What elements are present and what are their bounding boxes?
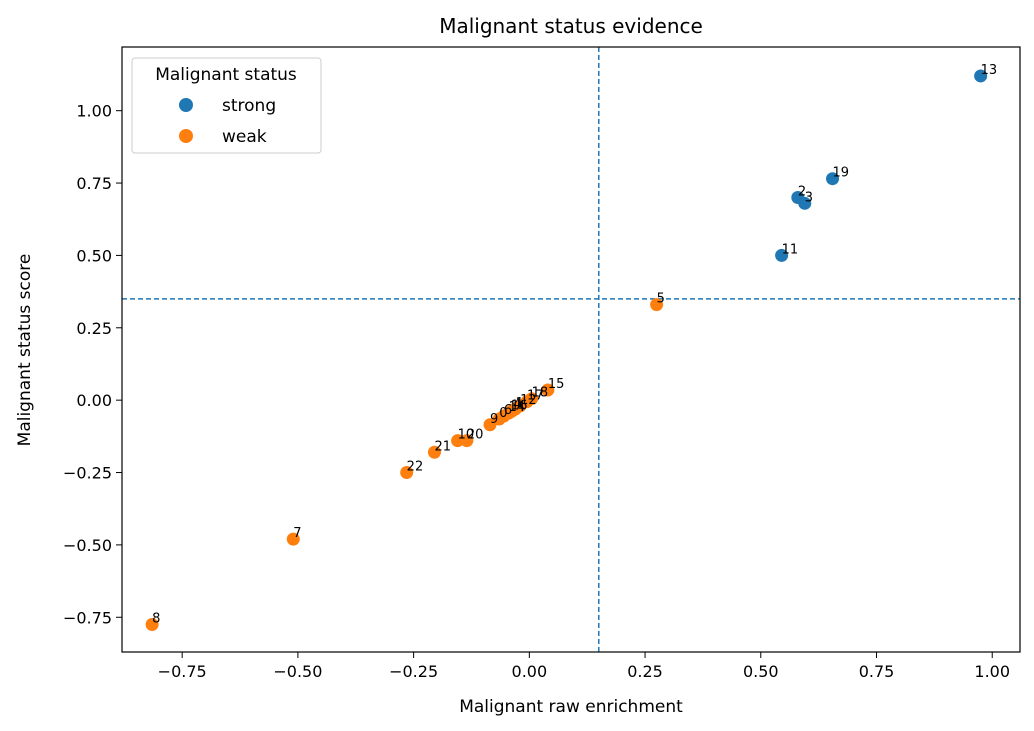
- point-weak-15: [541, 383, 555, 397]
- y-tick-label: 1.00: [76, 102, 112, 121]
- point-label-8: 8: [152, 612, 160, 627]
- point-strong-19: [826, 172, 840, 186]
- point-label-4: 4: [513, 397, 521, 412]
- x-tick-label: 0.50: [743, 662, 779, 681]
- point-label-12: 12: [520, 393, 537, 408]
- legend-marker-weak: [179, 129, 193, 143]
- y-tick-label: 0.00: [76, 391, 112, 410]
- legend-title: Malignant status: [155, 65, 297, 85]
- point-weak-10: [451, 434, 465, 448]
- point-label-18: 18: [532, 386, 549, 401]
- point-label-13: 13: [981, 63, 998, 78]
- point-weak-7: [286, 532, 300, 546]
- point-label-11: 11: [782, 242, 799, 257]
- point-label-15: 15: [548, 377, 565, 392]
- point-label-6: 6: [504, 403, 512, 418]
- point-label-19: 19: [833, 166, 850, 181]
- point-strong-13: [974, 69, 988, 83]
- legend: Malignant status strong weak: [131, 57, 322, 154]
- legend-marker-strong: [179, 98, 193, 112]
- x-tick-label: 1.00: [974, 662, 1010, 681]
- legend-label-weak: weak: [222, 127, 267, 147]
- point-label-1: 1: [515, 396, 523, 411]
- point-label-9: 9: [490, 412, 498, 427]
- legend-frame: [131, 57, 322, 154]
- point-label-10: 10: [458, 428, 475, 443]
- point-label-17: 17: [527, 389, 544, 404]
- point-label-16: 16: [511, 399, 528, 414]
- y-tick-label: 0.50: [76, 246, 112, 265]
- point-weak-21: [427, 445, 441, 459]
- point-label-7: 7: [293, 526, 301, 541]
- point-label-0: 0: [499, 406, 507, 421]
- point-weak-5: [650, 298, 664, 312]
- plot-frame: [121, 46, 1021, 653]
- x-tick-label: −0.75: [158, 662, 207, 681]
- point-label-5: 5: [657, 292, 665, 307]
- x-tick-label: 0.25: [627, 662, 663, 681]
- x-tick-label: −0.25: [389, 662, 438, 681]
- point-label-21: 21: [434, 439, 451, 454]
- point-weak-22: [400, 466, 414, 480]
- point-weak-0: [492, 412, 506, 426]
- point-weak-8: [145, 618, 159, 631]
- point-weak-20: [460, 434, 474, 448]
- y-axis-label: Malignant status score: [15, 254, 35, 447]
- x-tick-label: 0.75: [859, 662, 895, 681]
- y-tick-label: 0.25: [76, 319, 112, 338]
- point-label-2: 2: [798, 185, 806, 200]
- y-tick-label: 0.75: [76, 174, 112, 193]
- x-tick-label: −0.50: [273, 662, 322, 681]
- chart-title: Malignant status evidence: [439, 14, 703, 38]
- x-axis-label: Malignant raw enrichment: [459, 697, 683, 717]
- x-tick-label: 0.00: [512, 662, 548, 681]
- point-label-3: 3: [805, 190, 813, 205]
- point-strong-3: [798, 196, 812, 210]
- point-weak-9: [483, 418, 497, 432]
- legend-label-strong: strong: [222, 96, 276, 116]
- point-label-22: 22: [407, 460, 424, 475]
- y-tick-label: −0.75: [63, 608, 112, 627]
- point-label-14: 14: [509, 400, 526, 415]
- point-strong-11: [775, 248, 789, 262]
- y-tick-label: −0.50: [63, 536, 112, 555]
- y-tick-label: −0.25: [63, 464, 112, 483]
- point-label-20: 20: [467, 428, 484, 443]
